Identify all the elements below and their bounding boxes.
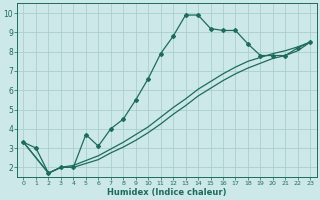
X-axis label: Humidex (Indice chaleur): Humidex (Indice chaleur) — [107, 188, 227, 197]
